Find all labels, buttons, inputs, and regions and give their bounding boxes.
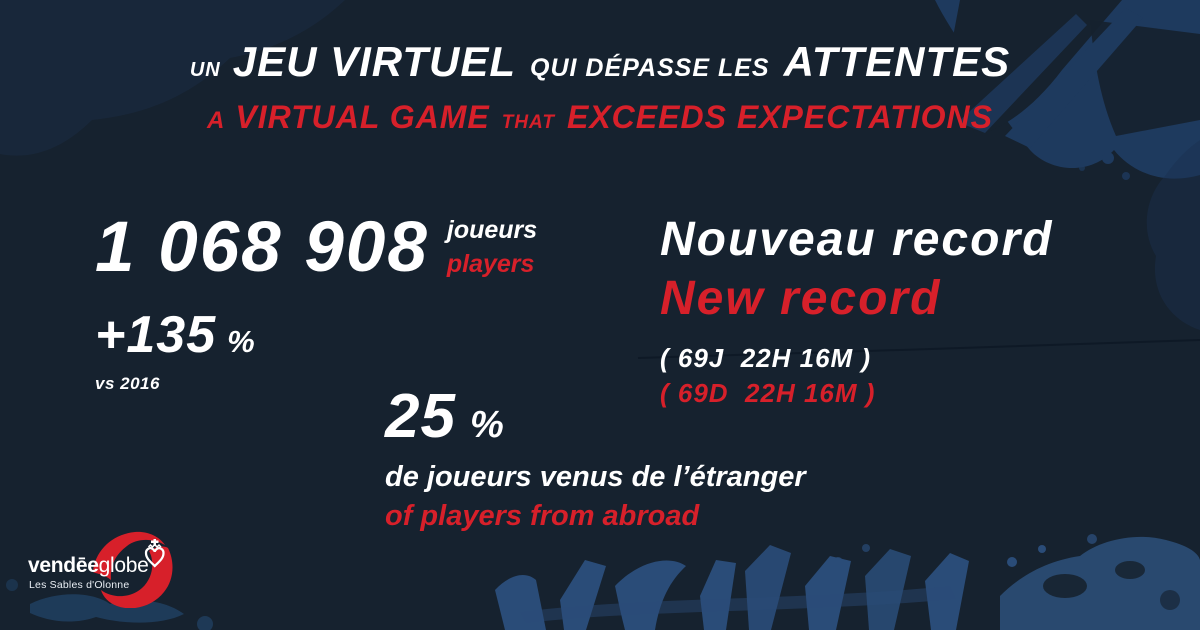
abroad-label-en: of players from abroad bbox=[385, 500, 700, 533]
title-en-main1: VIRTUAL GAME bbox=[235, 99, 490, 135]
title-fr-main1: JEU VIRTUEL bbox=[232, 38, 517, 85]
record-time-en: ( 69D 22H 16M ) bbox=[660, 377, 876, 408]
players-stat: 1 068 908 joueurs players +135 % vs 2016 bbox=[95, 212, 537, 394]
title-en-mid: THAT bbox=[501, 112, 555, 133]
record-title-en: New record bbox=[660, 271, 942, 325]
abroad-label-fr: de joueurs venus de l’étranger bbox=[385, 461, 806, 493]
title-english: A VIRTUAL GAME THAT EXCEEDS EXPECTATIONS bbox=[207, 99, 993, 136]
logo-brand-light: globe bbox=[98, 554, 149, 577]
title-fr-mid: QUI DÉPASSE LES bbox=[530, 54, 770, 82]
players-label-en: players bbox=[446, 249, 535, 278]
vendee-heart-icon bbox=[144, 539, 165, 568]
title-en-main2: EXCEEDS EXPECTATIONS bbox=[566, 99, 993, 135]
title-fr-pre: UN bbox=[189, 59, 221, 81]
title-en-pre: A bbox=[207, 107, 226, 134]
vendee-globe-logo: vendēeglobe Les Sables d'Olonne bbox=[28, 524, 208, 619]
players-labels: joueurs players bbox=[447, 214, 537, 282]
growth-row: +135 % bbox=[95, 309, 537, 361]
players-label-fr: joueurs bbox=[446, 215, 538, 244]
logo-brand-bold: vendēe bbox=[28, 554, 99, 577]
record-times: ( 69J 22H 16M ) ( 69D 22H 16M ) bbox=[660, 341, 1053, 411]
logo-wordmark: vendēeglobe bbox=[28, 554, 149, 578]
title-french: UN JEU VIRTUEL QUI DÉPASSE LES ATTENTES bbox=[190, 38, 1010, 86]
title-fr-main2: ATTENTES bbox=[783, 38, 1011, 85]
record-time-fr: ( 69J 22H 16M ) bbox=[660, 343, 872, 374]
growth-unit: % bbox=[227, 324, 255, 359]
growth-baseline: vs 2016 bbox=[95, 374, 160, 393]
abroad-value-row: 25 % bbox=[385, 386, 806, 448]
record-stat: Nouveau record New record ( 69J 22H 16M … bbox=[660, 211, 1053, 411]
logo-tagline: Les Sables d'Olonne bbox=[29, 579, 130, 591]
players-count-row: 1 068 908 joueurs players bbox=[95, 212, 537, 283]
abroad-labels: de joueurs venus de l’étranger of player… bbox=[385, 458, 806, 536]
header: UN JEU VIRTUEL QUI DÉPASSE LES ATTENTES … bbox=[0, 38, 1200, 136]
abroad-unit: % bbox=[469, 404, 504, 446]
players-count: 1 068 908 bbox=[95, 208, 429, 287]
abroad-value: 25 bbox=[385, 382, 456, 451]
globe-swirl-icon bbox=[93, 531, 173, 608]
abroad-stat: 25 % de joueurs venus de l’étranger of p… bbox=[385, 386, 806, 536]
record-title-fr: Nouveau record bbox=[660, 213, 1054, 266]
growth-value: +135 bbox=[95, 306, 217, 364]
